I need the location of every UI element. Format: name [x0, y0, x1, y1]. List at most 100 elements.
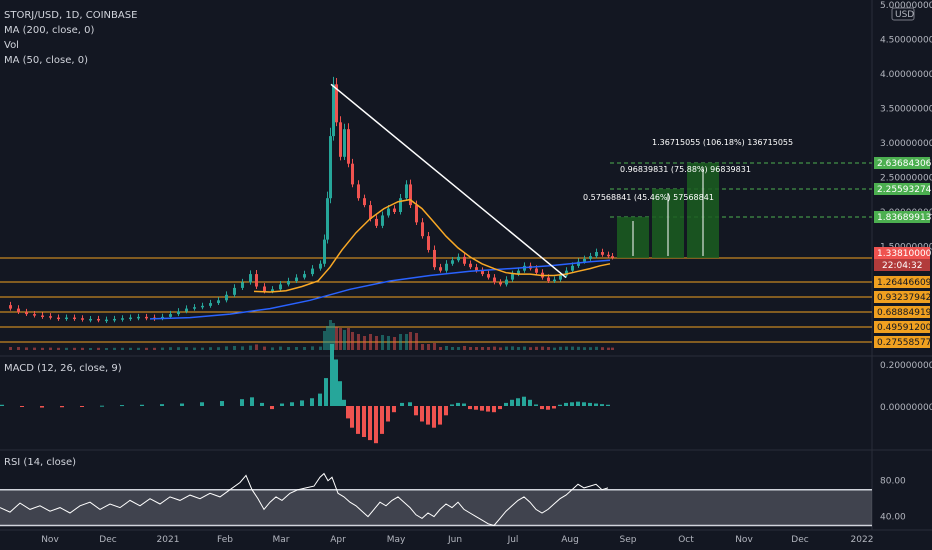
volume-bar: [57, 347, 60, 350]
candle-body: [583, 258, 586, 262]
volume-bar: [73, 347, 76, 350]
ma200-line: [149, 259, 611, 320]
candle-body: [145, 316, 148, 319]
macd-bar: [546, 406, 550, 410]
candle-body: [381, 215, 384, 226]
volume-bar: [583, 347, 586, 350]
volume-bar: [511, 346, 514, 350]
candle-body: [589, 256, 592, 259]
candle-body: [601, 252, 604, 255]
candle-body: [255, 274, 258, 287]
macd-bar: [346, 406, 350, 419]
volume-bar: [487, 347, 490, 350]
macd-bar: [480, 406, 484, 411]
time-tick-label: Apr: [330, 535, 346, 545]
macd-bar: [438, 406, 442, 425]
volume-bar: [137, 347, 140, 350]
macd-bar: [240, 399, 244, 406]
candle-body: [271, 289, 274, 292]
candle-body: [559, 275, 562, 280]
countdown-label: 22:04:32: [882, 261, 922, 271]
volume-bar: [177, 347, 180, 350]
candle-body: [511, 274, 514, 280]
level-tag: [874, 321, 930, 333]
time-tick-label: Nov: [735, 535, 753, 545]
candle-body: [409, 184, 412, 206]
candle-body: [375, 218, 378, 226]
macd-bar: [60, 406, 64, 408]
candle-body: [475, 267, 478, 271]
macd-bar: [160, 404, 164, 406]
legend-symbol: STORJ/USD, 1D, COINBASE: [4, 10, 138, 21]
candle-body: [421, 222, 424, 237]
volume-bar: [121, 347, 124, 350]
macd-bar: [324, 378, 328, 406]
volume-bar: [405, 334, 408, 350]
macd-bar: [576, 401, 580, 406]
candle-body: [129, 317, 132, 320]
target-annotation: 0.57568841 (45.46%) 57568841: [583, 193, 714, 202]
trend-line: [330, 83, 567, 279]
macd-bar: [570, 402, 574, 406]
volume-bar: [201, 347, 204, 350]
macd-bar: [408, 402, 412, 406]
volume-bar: [241, 346, 244, 350]
volume-bar: [493, 346, 496, 350]
volume-bar: [105, 348, 108, 350]
macd-bar: [334, 359, 338, 406]
macd-bar: [468, 406, 472, 410]
macd-bar: [516, 398, 520, 406]
candle-body: [457, 256, 460, 261]
macd-bar: [20, 406, 24, 407]
candle-body: [433, 249, 436, 268]
volume-bar: [457, 347, 460, 350]
candle-body: [217, 300, 220, 304]
macd-bar: [606, 404, 610, 406]
macd-bar: [100, 405, 104, 407]
volume-bar: [271, 347, 274, 350]
price-tick-label: 4.00000000: [880, 70, 932, 80]
time-tick-label: Jun: [447, 535, 462, 545]
level-tag: [874, 276, 930, 288]
candle-body: [295, 277, 298, 281]
macd-bar: [534, 404, 538, 406]
rsi-legend-label: RSI (14, close): [4, 457, 77, 468]
macd-bar: [432, 406, 436, 428]
candle-body: [553, 279, 556, 282]
macd-bar: [140, 404, 144, 406]
candle-body: [332, 84, 335, 137]
volume-bar: [369, 334, 372, 350]
candle-body: [451, 260, 454, 264]
candle-body: [177, 311, 180, 315]
volume-bar: [255, 344, 258, 350]
candle-body: [89, 318, 92, 321]
macd-bar: [374, 406, 378, 444]
time-tick-label: Mar: [273, 535, 290, 545]
candle-body: [326, 198, 329, 240]
macd-bar: [270, 406, 274, 410]
volume-bar: [393, 337, 396, 350]
macd-bar: [504, 402, 508, 406]
volume-bar: [415, 333, 418, 350]
rsi-tick-label: 80.00: [880, 477, 906, 487]
volume-bar: [571, 346, 574, 350]
macd-bar: [280, 403, 284, 406]
candle-body: [185, 308, 188, 312]
macd-bar: [40, 406, 44, 408]
volume-bar: [439, 347, 442, 350]
candle-body: [319, 263, 322, 269]
level-tag-label: 0.68884919: [877, 308, 932, 318]
macd-bar: [180, 403, 184, 406]
price-tick-label: 2.50000000: [880, 174, 932, 184]
candle-body: [439, 267, 442, 271]
countdown-tag: [874, 259, 930, 271]
currency-label: USD: [895, 10, 914, 20]
macd-bar: [260, 402, 264, 406]
macd-legend: MACD (12, 26, close, 9): [4, 361, 122, 376]
macd-bar: [498, 406, 502, 410]
volume-bar: [347, 328, 350, 350]
volume-bar: [607, 347, 610, 350]
candle-body: [399, 198, 402, 212]
